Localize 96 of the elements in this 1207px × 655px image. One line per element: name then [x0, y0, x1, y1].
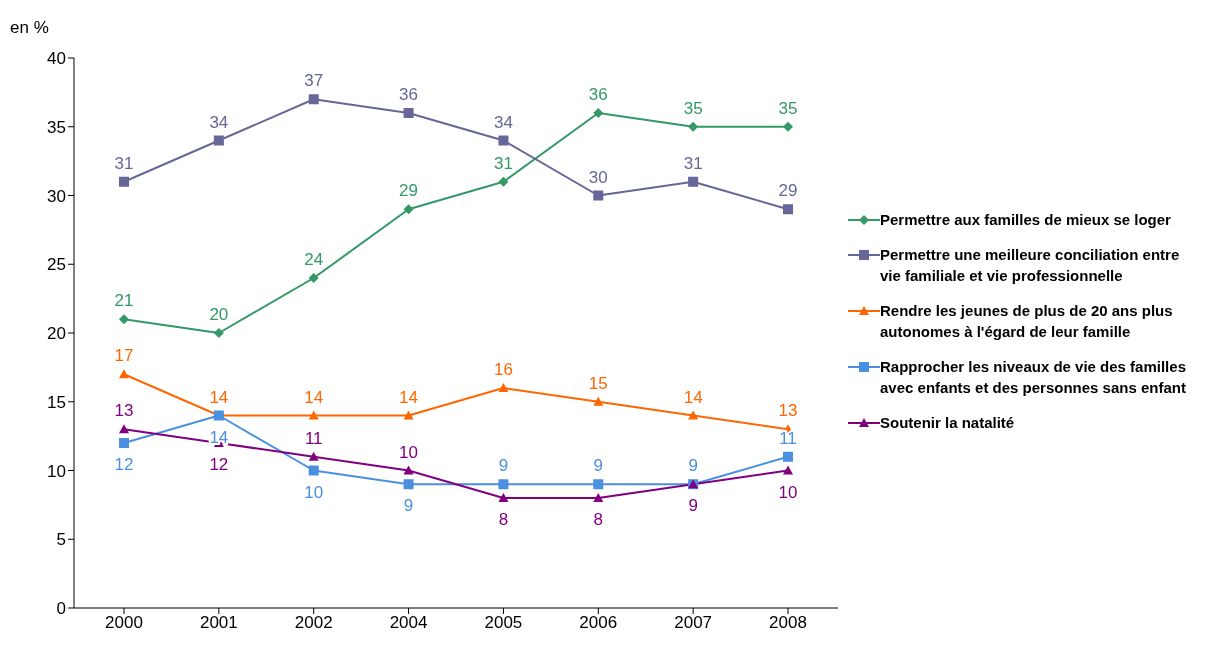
data-label: 9	[403, 496, 414, 516]
point	[403, 410, 414, 420]
data-label: 9	[498, 456, 509, 476]
y-tick-label: 30	[47, 186, 66, 206]
y-tick-label: 10	[47, 461, 66, 481]
data-label: 35	[778, 98, 798, 118]
point	[593, 190, 604, 201]
data-label: 14	[209, 387, 229, 407]
data-label: 12	[114, 455, 134, 474]
legend-label: Rendre les jeunes de plus de 20 ans plus autonomes à l'égard de leur famille	[880, 301, 1174, 342]
x-tick-label: 2008	[769, 613, 807, 633]
data-label: 17	[114, 346, 134, 366]
point	[308, 273, 319, 283]
data-label: 21	[114, 291, 134, 311]
point	[783, 204, 793, 215]
x-tick-label: 2002	[294, 613, 333, 633]
data-label: 11	[304, 428, 323, 448]
point	[783, 465, 793, 475]
data-label: 31	[683, 153, 703, 173]
data-label: 9	[593, 456, 604, 476]
data-label: 10	[399, 442, 419, 462]
point	[119, 314, 129, 325]
point	[308, 451, 319, 461]
point	[403, 204, 414, 215]
point	[308, 94, 319, 105]
y-tick-label: 20	[47, 324, 66, 344]
legend-label: Rapprocher les niveaux de vie des familles avec enfants et des personnes sans enfant	[880, 357, 1187, 398]
point	[308, 410, 319, 420]
data-label: 35	[683, 98, 703, 118]
y-axis-title: en %	[10, 18, 49, 38]
point	[783, 121, 793, 132]
data-label: 8	[593, 510, 604, 529]
data-label: 36	[588, 85, 608, 104]
data-label: 11	[779, 428, 797, 448]
data-label: 10	[304, 482, 324, 502]
data-label: 8	[498, 510, 509, 529]
point	[498, 383, 509, 392]
point	[593, 396, 604, 406]
y-tick-label: 35	[47, 117, 66, 137]
data-label: 36	[399, 85, 419, 104]
y-tick-label: 0	[56, 599, 66, 619]
x-tick-label: 2004	[389, 613, 428, 633]
data-label: 37	[304, 71, 324, 91]
point	[119, 424, 129, 434]
data-label: 16	[493, 360, 513, 379]
data-label: 13	[778, 401, 798, 421]
data-label: 34	[209, 112, 229, 132]
data-label: 14	[399, 387, 419, 407]
data-label: 30	[588, 167, 608, 187]
point	[498, 479, 509, 490]
point	[593, 108, 604, 118]
data-label: 34	[493, 112, 513, 132]
data-label: 12	[209, 455, 229, 474]
point	[119, 438, 129, 448]
point	[498, 176, 509, 187]
point	[593, 479, 604, 490]
point	[213, 135, 224, 146]
data-label: 31	[114, 153, 134, 173]
data-label: 9	[688, 456, 698, 476]
point	[498, 493, 509, 502]
y-tick-label: 15	[47, 392, 66, 412]
legend-label: Permettre aux familles de mieux se loger	[880, 210, 1171, 230]
data-label: 15	[588, 373, 608, 393]
point	[593, 493, 604, 502]
x-tick-label: 2007	[674, 613, 713, 633]
point	[119, 369, 129, 379]
data-label: 14	[304, 387, 324, 407]
data-label: 13	[114, 401, 134, 421]
point	[119, 176, 129, 187]
data-label: 14	[683, 387, 703, 407]
legend-label: Soutenir la natalité	[880, 413, 1015, 433]
data-label: 10	[778, 482, 798, 502]
point	[403, 108, 414, 118]
point	[403, 479, 414, 490]
y-tick-label: 25	[47, 255, 66, 275]
x-tick-label: 2006	[579, 613, 618, 633]
point	[498, 135, 509, 146]
point	[213, 328, 224, 338]
y-tick-label: 40	[47, 49, 66, 69]
y-tick-label: 5	[56, 530, 66, 550]
data-label: 20	[209, 305, 229, 324]
x-tick-label: 2000	[105, 613, 143, 633]
point	[783, 451, 793, 462]
data-label: 29	[778, 181, 798, 201]
x-tick-label: 2005	[484, 613, 523, 633]
point	[403, 465, 414, 475]
data-label: 24	[304, 250, 324, 269]
data-label: 29	[399, 181, 419, 201]
x-tick-label: 2001	[199, 613, 238, 633]
data-label: 9	[688, 496, 698, 516]
data-label: 31	[493, 153, 513, 173]
point	[308, 465, 319, 476]
point	[688, 121, 699, 132]
legend-label: Permettre une meilleure conciliation entre vie familiale et vie professionnelle	[880, 245, 1181, 286]
point	[688, 410, 699, 420]
point	[688, 176, 699, 187]
